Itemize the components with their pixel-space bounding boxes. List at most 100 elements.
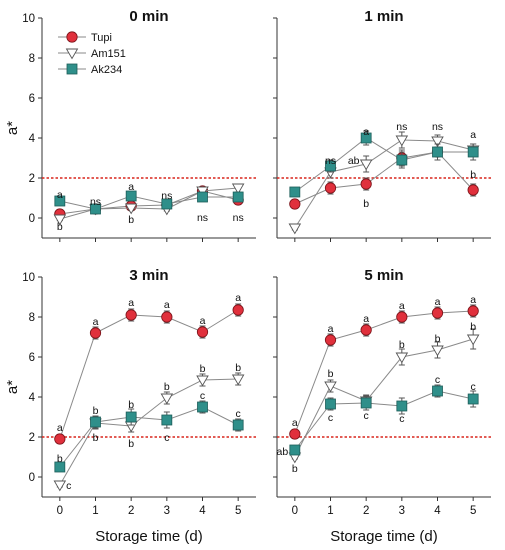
significance-label: a [363, 313, 369, 325]
significance-label: c [200, 390, 205, 402]
significance-label: b [164, 381, 170, 393]
panel-title: 3 min [129, 267, 168, 284]
y-tick-label: 0 [29, 213, 35, 225]
significance-label: c [66, 480, 71, 492]
significance-label: b [57, 453, 63, 465]
data-point [232, 419, 244, 431]
significance-label: b [363, 198, 369, 210]
data-point [161, 414, 173, 426]
data-point [289, 186, 301, 198]
data-point [289, 198, 301, 210]
data-point [53, 480, 67, 492]
x-tick-label: 0 [292, 505, 298, 517]
data-point [431, 307, 444, 319]
data-point [360, 324, 372, 336]
data-point [54, 195, 66, 207]
data-point [124, 203, 138, 215]
series-line [294, 338, 474, 458]
significance-label: b [128, 214, 134, 226]
significance-label: b [57, 221, 63, 233]
significance-label: b [399, 339, 405, 351]
panel-3-min: 3 min 0 2 4 6 8 10 0 1 2 3 4 5 a b c a b b a b b a b c a b c a b c [22, 267, 256, 517]
data-point [396, 154, 408, 166]
data-point [325, 398, 336, 410]
significance-label: a [128, 297, 134, 309]
significance-label: c [328, 412, 333, 424]
x-tick-label: 3 [399, 505, 405, 517]
series-line [59, 190, 239, 215]
significance-label: c [435, 374, 440, 386]
y-tick-label: 4 [29, 392, 36, 404]
data-point [289, 428, 301, 440]
data-point [360, 132, 372, 144]
series-line [59, 406, 239, 468]
legend-label: Ak234 [91, 64, 122, 76]
significance-label: b [128, 438, 134, 450]
data-point [53, 214, 67, 226]
significance-label: ns [325, 155, 336, 167]
data-point [196, 375, 209, 387]
data-point [161, 311, 173, 323]
legend-label: Am151 [91, 48, 126, 60]
data-point [324, 182, 337, 194]
x-axis-label: Storage time (d) [330, 528, 438, 545]
data-point [431, 136, 444, 148]
x-tick-label: 1 [327, 505, 333, 517]
legend: Tupi Am151 Ak234 [58, 31, 126, 76]
y-tick-label: 6 [29, 93, 35, 105]
data-point [54, 433, 66, 445]
significance-label: a [292, 417, 298, 429]
significance-label: a [57, 189, 63, 201]
y-tick-label: 10 [22, 13, 35, 25]
significance-label: a [470, 294, 476, 306]
y-axis-label: a* [4, 380, 21, 394]
data-point [232, 191, 244, 203]
legend-label: Tupi [91, 32, 112, 44]
data-point [288, 223, 302, 235]
data-point [196, 326, 209, 338]
significance-label: c [399, 413, 404, 425]
series-ak234 [289, 130, 479, 198]
data-point [90, 203, 101, 215]
series-tupi [54, 303, 244, 445]
significance-label: a [435, 296, 441, 308]
data-point [324, 381, 337, 393]
x-tick-label: 4 [434, 505, 441, 517]
significance-label: a [399, 300, 405, 312]
y-tick-label: 2 [29, 173, 35, 185]
data-point [90, 416, 101, 428]
series-line [59, 195, 239, 210]
series-am151 [288, 131, 480, 235]
data-point [395, 135, 409, 147]
data-point [197, 191, 208, 203]
data-point [467, 146, 479, 158]
significance-label: ns [432, 121, 443, 133]
y-tick-label: 2 [29, 432, 35, 444]
y-tick-label: 0 [29, 472, 35, 484]
series-tupi [54, 185, 244, 220]
data-point [89, 327, 102, 339]
x-tick-label: 2 [363, 505, 369, 517]
panel-title: 5 min [364, 267, 403, 284]
significance-label: a [235, 292, 241, 304]
x-axis-label: Storage time (d) [95, 528, 203, 545]
y-tick-label: 10 [22, 272, 35, 284]
series-ak234 [54, 190, 244, 215]
series-line [294, 139, 474, 229]
panel-title: 1 min [364, 8, 403, 25]
data-point [161, 198, 173, 210]
significance-label: ns [90, 196, 101, 208]
x-tick-label: 2 [128, 505, 134, 517]
data-point [467, 393, 479, 405]
significance-label: a [128, 181, 134, 193]
significance-label: a [57, 422, 63, 434]
data-point [125, 190, 137, 202]
x-tick-label: 3 [164, 505, 170, 517]
data-point [232, 304, 244, 316]
panel-0-min: 0 min 0 2 4 6 8 10 a b ns a b ns ns ns [22, 8, 256, 242]
data-point [197, 401, 208, 413]
data-point [395, 352, 409, 364]
y-axis-label: a* [4, 121, 21, 135]
series-line [294, 390, 474, 451]
